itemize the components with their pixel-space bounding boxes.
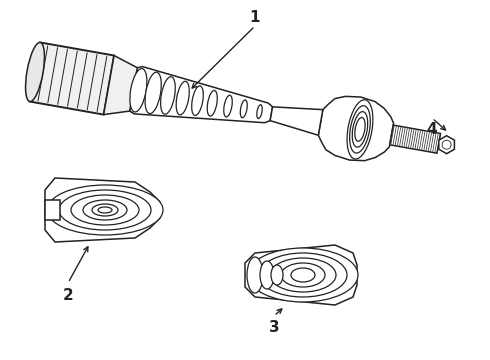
Ellipse shape	[259, 253, 347, 297]
Ellipse shape	[145, 72, 161, 114]
Ellipse shape	[271, 265, 283, 285]
Ellipse shape	[224, 95, 232, 117]
Ellipse shape	[352, 112, 368, 147]
Ellipse shape	[161, 77, 175, 114]
Polygon shape	[130, 67, 272, 123]
Polygon shape	[439, 136, 454, 154]
Ellipse shape	[83, 200, 127, 220]
Polygon shape	[45, 178, 160, 242]
Ellipse shape	[192, 86, 203, 116]
Ellipse shape	[176, 81, 189, 115]
Text: 2: 2	[63, 288, 74, 302]
Ellipse shape	[291, 268, 315, 282]
Ellipse shape	[71, 195, 139, 225]
Ellipse shape	[270, 258, 336, 292]
Polygon shape	[45, 200, 60, 220]
Ellipse shape	[25, 42, 45, 102]
Ellipse shape	[247, 257, 263, 293]
Text: 4: 4	[427, 122, 437, 138]
Text: 1: 1	[250, 10, 260, 26]
Polygon shape	[245, 245, 357, 305]
Polygon shape	[270, 107, 323, 135]
Ellipse shape	[248, 248, 358, 302]
Ellipse shape	[260, 261, 274, 289]
Ellipse shape	[98, 207, 112, 213]
Ellipse shape	[47, 185, 163, 235]
Text: 3: 3	[269, 320, 279, 336]
Ellipse shape	[130, 68, 147, 112]
Ellipse shape	[350, 106, 370, 153]
Polygon shape	[318, 96, 393, 161]
Polygon shape	[104, 55, 137, 114]
Polygon shape	[390, 125, 441, 153]
Ellipse shape	[207, 90, 217, 116]
Ellipse shape	[355, 118, 365, 141]
Ellipse shape	[442, 140, 451, 149]
Ellipse shape	[347, 100, 373, 159]
Ellipse shape	[257, 105, 262, 118]
Ellipse shape	[92, 204, 118, 216]
Polygon shape	[30, 42, 114, 114]
Ellipse shape	[59, 190, 151, 230]
Ellipse shape	[240, 100, 247, 118]
Ellipse shape	[281, 263, 325, 287]
